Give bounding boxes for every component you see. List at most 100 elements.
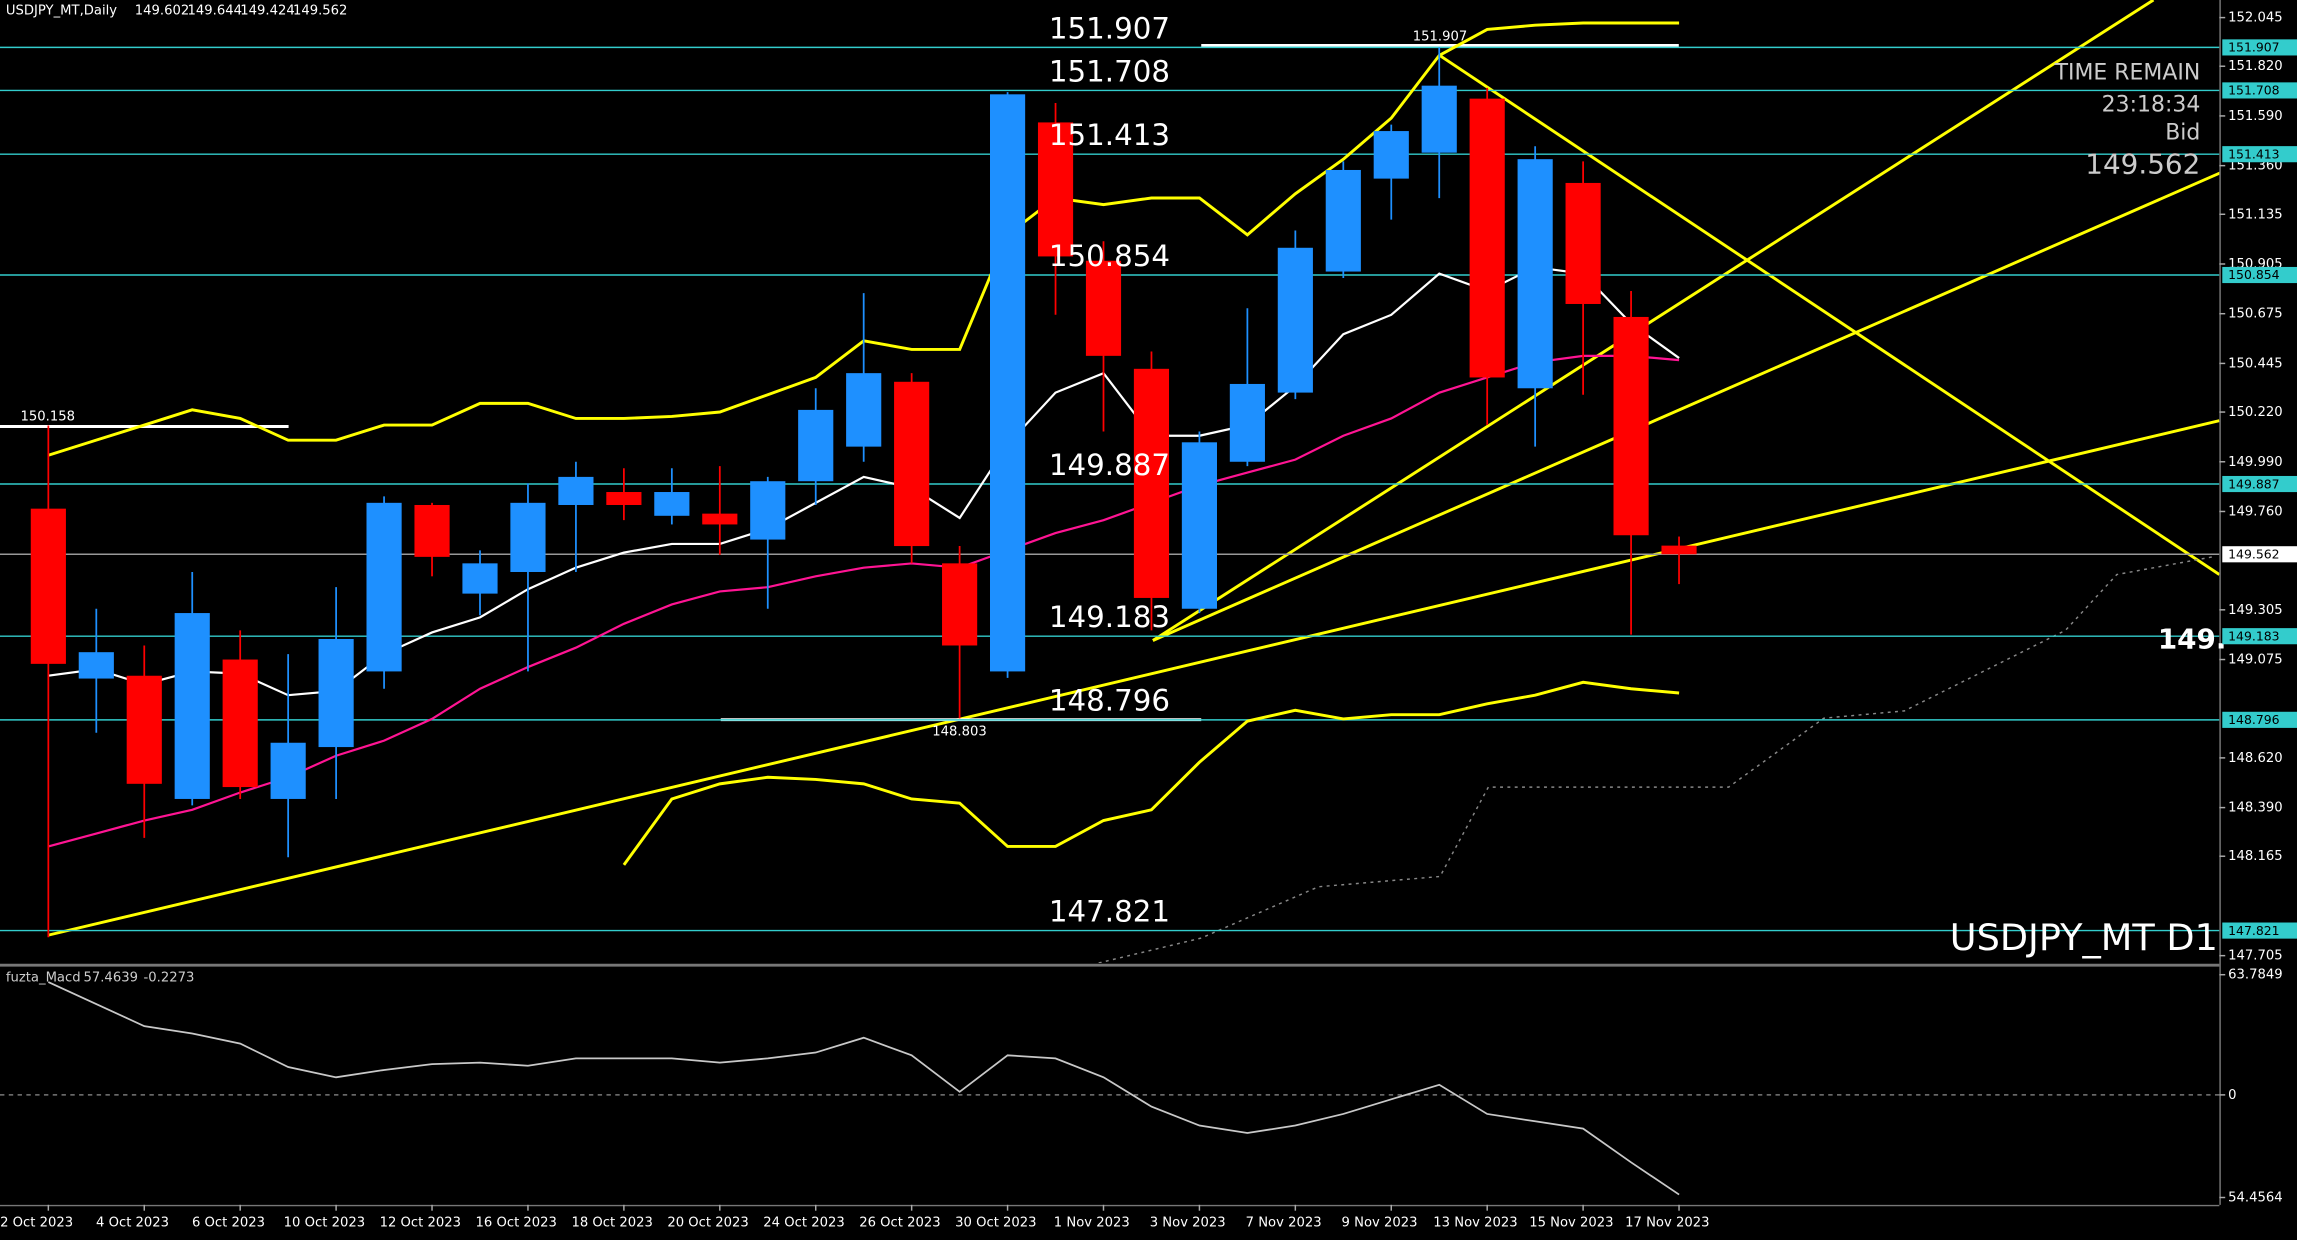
marker-label: 150.158 bbox=[21, 409, 75, 424]
x-tick-label: 1 Nov 2023 bbox=[1054, 1215, 1130, 1230]
level-label: 150.854 bbox=[1049, 239, 1170, 273]
candle-body bbox=[1181, 442, 1217, 609]
candle-body bbox=[126, 675, 162, 784]
header-close: 149.562 bbox=[293, 3, 347, 18]
level-label: 151.708 bbox=[1049, 54, 1170, 88]
trendline bbox=[1152, 171, 2220, 642]
candle-body bbox=[846, 373, 882, 447]
candle-body bbox=[1517, 159, 1553, 389]
x-tick-label: 7 Nov 2023 bbox=[1246, 1215, 1322, 1230]
candle-body bbox=[750, 481, 786, 540]
level-box bbox=[2222, 39, 2297, 56]
y-tick-label: 149.990 bbox=[2228, 455, 2282, 470]
candle-body bbox=[462, 563, 498, 594]
level-box-label: 149.887 bbox=[2228, 476, 2279, 491]
marker-label: 151.907 bbox=[1413, 30, 1467, 45]
macd-y-tick-label: 63.7849 bbox=[2228, 968, 2282, 983]
y-tick-label: 149.305 bbox=[2228, 603, 2282, 618]
candle-body bbox=[1325, 169, 1361, 272]
indicator-line bbox=[622, 680, 1680, 866]
candle-body bbox=[270, 742, 306, 799]
level-box-label: 151.907 bbox=[2228, 40, 2279, 55]
x-tick-label: 24 Oct 2023 bbox=[763, 1215, 844, 1230]
y-tick-label: 148.390 bbox=[2228, 801, 2282, 816]
price-panel bbox=[0, 0, 2220, 963]
x-tick-label: 30 Oct 2023 bbox=[955, 1215, 1036, 1230]
y-tick-label: 152.045 bbox=[2228, 11, 2282, 26]
x-tick-label: 18 Oct 2023 bbox=[571, 1215, 652, 1230]
y-tick-label: 150.445 bbox=[2228, 356, 2282, 371]
candle-body bbox=[1613, 316, 1649, 536]
y-tick-label: 150.220 bbox=[2228, 405, 2282, 420]
x-tick-label: 15 Nov 2023 bbox=[1529, 1215, 1613, 1230]
level-label: 148.796 bbox=[1049, 684, 1170, 718]
level-box bbox=[2222, 628, 2297, 645]
trendlines bbox=[48, 0, 2220, 937]
candle-body bbox=[558, 476, 594, 505]
candle-body bbox=[702, 513, 738, 525]
candle-body bbox=[174, 613, 210, 799]
level-box-label: 147.821 bbox=[2228, 923, 2279, 938]
candle-body bbox=[798, 409, 834, 482]
candle-body bbox=[30, 508, 66, 664]
candle-body bbox=[1229, 383, 1265, 462]
candle-body bbox=[654, 492, 690, 516]
level-box bbox=[2222, 922, 2297, 939]
candle-body bbox=[366, 502, 402, 672]
y-tick-label: 151.360 bbox=[2228, 159, 2282, 174]
y-tick-label: 150.675 bbox=[2228, 307, 2282, 322]
current-price-label: 149.562 bbox=[2228, 547, 2279, 562]
cloud-edge bbox=[1098, 556, 2213, 963]
bid-label: Bid bbox=[2165, 120, 2200, 145]
trendline bbox=[48, 419, 2220, 937]
y-tick-label: 148.620 bbox=[2228, 751, 2282, 766]
candle-body bbox=[1421, 85, 1457, 153]
candle-body bbox=[1565, 182, 1601, 304]
level-box bbox=[2222, 146, 2297, 163]
symbol-label: USDJPY_MT D1 bbox=[1950, 916, 2218, 959]
level-box bbox=[2222, 475, 2297, 493]
macd-line bbox=[47, 981, 1680, 1196]
candle-body bbox=[1037, 122, 1074, 257]
level-box-label: 151.413 bbox=[2228, 146, 2279, 161]
candle-body bbox=[1133, 368, 1170, 598]
cloud-outline bbox=[1098, 556, 2213, 963]
bid-price: 149.562 bbox=[2085, 148, 2200, 181]
time-remain-label: TIME REMAIN bbox=[2054, 60, 2201, 85]
level-label: 151.413 bbox=[1049, 118, 1170, 152]
y-tick-label: 148.165 bbox=[2228, 849, 2282, 864]
x-tick-label: 6 Oct 2023 bbox=[192, 1215, 265, 1230]
candle-body bbox=[414, 504, 450, 557]
macd-y-tick-label: 0 bbox=[2228, 1088, 2236, 1103]
level-box-label: 149.183 bbox=[2228, 628, 2279, 643]
x-tick-label: 12 Oct 2023 bbox=[380, 1215, 461, 1230]
trendline bbox=[1439, 54, 2220, 576]
x-tick-label: 16 Oct 2023 bbox=[476, 1215, 557, 1230]
level-label: 149.183 bbox=[1049, 600, 1170, 634]
candle-body bbox=[222, 659, 258, 788]
candle-body bbox=[1085, 260, 1122, 356]
y-tick-label: 147.705 bbox=[2228, 949, 2282, 964]
header-open: 149.602 bbox=[135, 3, 189, 18]
x-tick-label: 9 Nov 2023 bbox=[1342, 1215, 1418, 1230]
x-tick-label: 26 Oct 2023 bbox=[859, 1215, 940, 1230]
candle-body bbox=[1277, 247, 1313, 393]
current-price-box bbox=[2222, 546, 2297, 563]
header-high: 149.644 bbox=[188, 3, 242, 18]
candle-body bbox=[1373, 131, 1409, 179]
candle-body bbox=[78, 652, 114, 679]
candle-body bbox=[1469, 98, 1505, 378]
indicator-line bbox=[48, 354, 1680, 848]
x-tick-label: 10 Oct 2023 bbox=[284, 1215, 365, 1230]
x-tick-label: 13 Nov 2023 bbox=[1433, 1215, 1517, 1230]
macd-label: fuzta_Macd bbox=[6, 971, 81, 986]
candle-body bbox=[989, 94, 1026, 672]
x-tick-label: 20 Oct 2023 bbox=[667, 1215, 748, 1230]
level-label: 149.887 bbox=[1049, 448, 1170, 482]
header-low: 149.424 bbox=[240, 3, 294, 18]
candle-body bbox=[894, 381, 930, 547]
header-symbol: USDJPY_MT,Daily bbox=[6, 3, 117, 18]
candle-body bbox=[606, 492, 642, 505]
y-tick-label: 151.820 bbox=[2228, 59, 2282, 74]
